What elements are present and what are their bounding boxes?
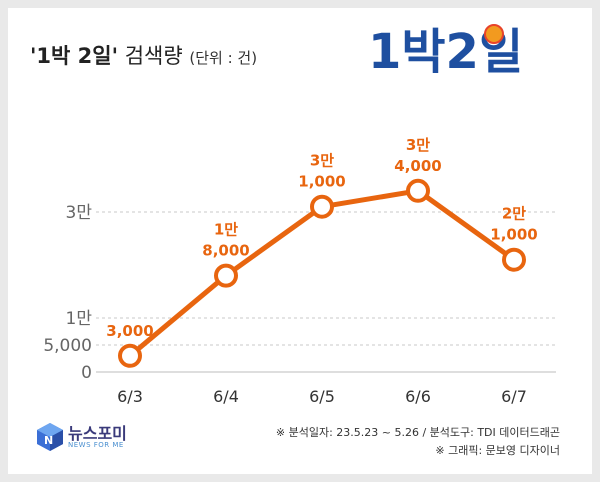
grid-layer [96, 211, 556, 373]
x-tick-label: 6/5 [309, 387, 335, 406]
x-tick-label: 6/7 [501, 387, 527, 406]
logo-sun-icon [484, 24, 504, 44]
title-metric: 검색량 [118, 44, 183, 68]
data-label: 3,000 [106, 322, 153, 340]
title-program: '1박 2일' [30, 44, 119, 68]
y-tick-label: 1만 [66, 309, 93, 329]
y-tick-layer: 0 5,000 1만 3만 [43, 203, 92, 383]
design-credit: ※ 그래픽: 문보영 디자이너 [435, 444, 560, 457]
data-point [406, 178, 430, 203]
program-logo: 1박2일 [368, 24, 523, 80]
x-tick-label: 6/4 [213, 387, 239, 406]
brand-name-korean: 뉴스포미 [68, 424, 127, 443]
data-point [310, 194, 334, 219]
x-tick-label: 6/6 [405, 387, 431, 406]
news-for-me-cube-icon: N [37, 423, 63, 451]
y-tick-label: 0 [81, 363, 92, 383]
data-point [502, 247, 526, 272]
point-layer [118, 178, 526, 368]
analysis-credit: ※ 분석일자: 23.5.23 ~ 5.26 / 분석도구: TDI 데이터드래… [275, 426, 560, 439]
data-point [214, 263, 238, 288]
svg-text:N: N [44, 434, 53, 447]
data-label: 3만 1,000 [298, 152, 345, 191]
y-tick-label: 5,000 [43, 336, 92, 356]
chart-title: '1박 2일' 검색량 (단위 : 건) [30, 40, 257, 70]
brand-name-english: NEWS FOR ME [68, 441, 124, 449]
data-label: 2만 1,000 [490, 205, 537, 244]
label-layer: 3,000 1만 8,000 3만 1,000 3만 4,000 2만 1,000 [106, 136, 537, 340]
y-tick-label: 3만 [66, 203, 93, 223]
data-label: 3만 4,000 [394, 136, 441, 175]
chart-card [8, 8, 592, 474]
x-tick-label: 6/3 [117, 387, 143, 406]
data-label: 1만 8,000 [202, 221, 249, 260]
title-unit: (단위 : 건) [189, 49, 258, 67]
news-for-me-logo: N 뉴스포미 NEWS FOR ME [36, 420, 176, 456]
x-tick-layer: 6/3 6/4 6/5 6/6 6/7 [117, 387, 527, 406]
data-point [118, 343, 142, 368]
